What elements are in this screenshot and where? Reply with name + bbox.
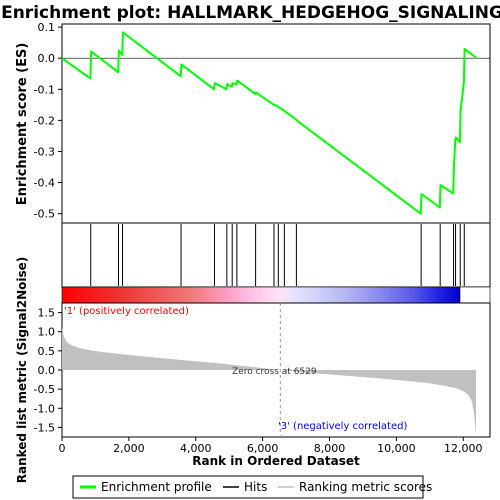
bottom-y-tick-label: 0.0 bbox=[38, 364, 56, 377]
chart-title: Enrichment plot: HALLMARK_HEDGEHOG_SIGNA… bbox=[1, 3, 500, 23]
bottom-y-tick-label: -1.0 bbox=[34, 402, 55, 415]
bottom-y-tick-label: -1.5 bbox=[34, 421, 55, 434]
legend: Enrichment profile Hits Ranking metric s… bbox=[72, 475, 432, 499]
top-panel-frame bbox=[61, 23, 491, 224]
ranked-metric-panel: Zero cross at 6529 '1' (positively corre… bbox=[15, 257, 491, 484]
bottom-y-tick-label: 0.5 bbox=[38, 345, 56, 358]
rank-bar-right-frame bbox=[459, 286, 491, 304]
hits-panel-frame bbox=[61, 222, 491, 288]
top-y-tick-label: -0.4 bbox=[34, 177, 55, 190]
x-tick-label: 6,000 bbox=[247, 442, 279, 455]
rank-color-bar bbox=[61, 286, 461, 304]
zero-cross-label: Zero cross at 6529 bbox=[232, 367, 317, 377]
legend-label-enrichment-profile: Enrichment profile bbox=[101, 480, 212, 494]
legend-frame bbox=[72, 475, 424, 499]
enrichment-score-panel: 0.1 0.0 -0.1 -0.2 -0.3 -0.4 -0.5 Enrichment sc… bbox=[15, 21, 491, 224]
hits-panel bbox=[61, 222, 491, 304]
x-tick-label: 10,000 bbox=[377, 442, 416, 455]
top-y-axis-label: Enrichment score (ES) bbox=[15, 43, 30, 206]
enrichment-profile-line bbox=[61, 31, 477, 215]
top-y-tick-label: -0.3 bbox=[34, 145, 55, 158]
top-y-tick-label: 0.0 bbox=[38, 52, 56, 65]
x-tick-label: 2,000 bbox=[113, 442, 145, 455]
x-tick-label: 4,000 bbox=[180, 442, 212, 455]
top-y-axis-ticks: 0.1 0.0 -0.1 -0.2 -0.3 -0.4 -0.5 bbox=[34, 21, 62, 221]
top-y-tick-label: -0.2 bbox=[34, 114, 55, 127]
x-tick-label: 0 bbox=[59, 442, 66, 455]
bottom-y-tick-label: -0.5 bbox=[34, 383, 55, 396]
bottom-y-tick-label: 1.0 bbox=[38, 326, 56, 339]
x-tick-label: 8,000 bbox=[314, 442, 346, 455]
legend-label-hits: Hits bbox=[244, 480, 267, 494]
bottom-y-axis-ticks: 1.5 1.0 0.5 0.0 -0.5 -1.0 -1.5 bbox=[34, 307, 62, 434]
top-y-tick-label: -0.5 bbox=[34, 208, 55, 221]
negative-correlation-label: '3' (negatively correlated) bbox=[278, 421, 407, 432]
top-y-tick-label: 0.1 bbox=[38, 21, 56, 34]
top-y-tick-label: -0.1 bbox=[34, 83, 55, 96]
legend-label-ranking-metric: Ranking metric scores bbox=[299, 480, 432, 494]
bottom-x-axis-ticks: 0 2,000 4,000 6,000 8,000 10,000 12,000 bbox=[59, 437, 483, 455]
x-axis-label: Rank in Ordered Dataset bbox=[192, 454, 360, 468]
x-tick-label: 12,000 bbox=[444, 442, 483, 455]
bottom-y-axis-label: Ranked list metric (Signal2Noise) bbox=[15, 257, 29, 484]
hit-lines bbox=[90, 224, 465, 286]
positive-correlation-label: '1' (positively correlated) bbox=[64, 306, 189, 317]
bottom-y-tick-label: 1.5 bbox=[38, 307, 56, 320]
